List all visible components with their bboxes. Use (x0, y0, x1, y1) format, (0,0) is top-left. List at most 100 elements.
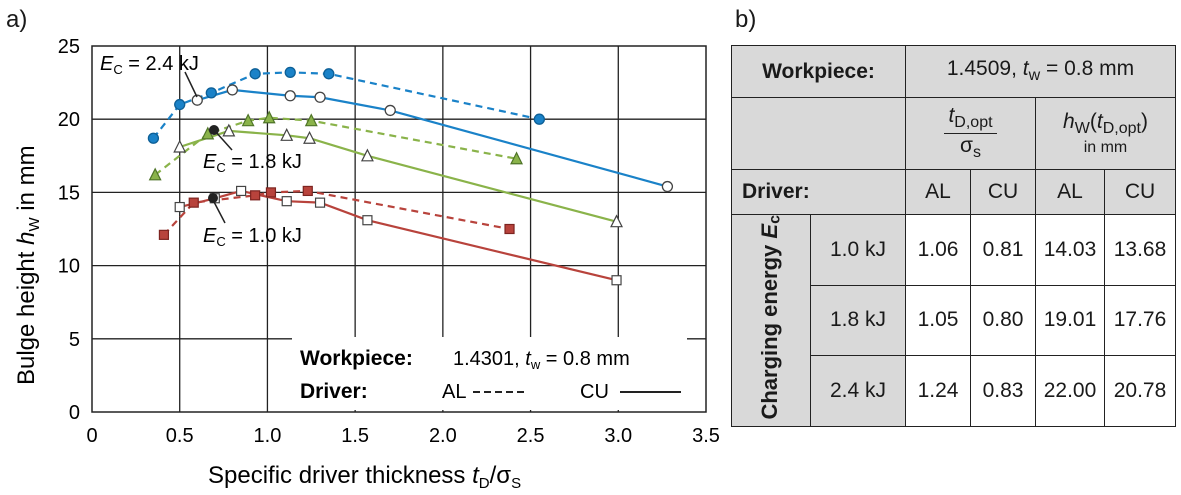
legend-driver-label: Driver: (300, 380, 368, 403)
table-cell: 22.00 (1035, 355, 1105, 427)
table-driver-col-al-1: AL (905, 169, 971, 215)
data-point (250, 190, 261, 201)
data-point (188, 197, 199, 208)
annotation-1-8kj-dot (209, 125, 219, 135)
data-point (174, 98, 186, 111)
table-energy-label: Charging energy Ec (731, 214, 811, 427)
plot-frame (91, 45, 707, 413)
x-tick-label: 2.5 (517, 425, 545, 447)
data-point (360, 148, 374, 162)
series-line-al-1-0-kJ (163, 189, 510, 236)
x-tick-label: 1.0 (254, 425, 282, 447)
x-tick-label: 1.5 (341, 425, 369, 447)
data-point (661, 180, 674, 193)
table-cell: 1.24 (905, 355, 971, 427)
x-tick-label: 0 (86, 425, 97, 447)
table-cell: 0.83 (970, 355, 1036, 427)
table-cell: 17.76 (1104, 284, 1176, 356)
chart-series-lines (152, 71, 668, 282)
legend-cu-label: CU (580, 381, 609, 403)
data-point (226, 84, 238, 96)
x-tick-label: 0.5 (166, 425, 194, 447)
data-point (304, 113, 318, 127)
annotation-1-8kj: EC = 1.8 kJ (203, 151, 302, 175)
table-cell: 1.06 (905, 214, 971, 286)
bulge-height-chart: 0 0.5 1.0 1.5 2.0 2.5 3.0 3.5 0 5 10 15 20 25 Workpie… (13, 36, 720, 492)
y-tick-label: 5 (69, 329, 80, 351)
table-driver-col-cu-1: CU (970, 169, 1036, 215)
data-point (302, 185, 313, 197)
table-workpiece-label: Workpiece: (731, 45, 906, 98)
table-workpiece-value: 1.4509, tw = 0.8 mm (905, 45, 1176, 98)
data-point (148, 167, 162, 181)
data-point (384, 104, 396, 117)
y-tick-label: 15 (58, 182, 80, 204)
y-tick-label: 20 (58, 109, 80, 131)
y-axis-label: Bulge height hW in mm (13, 145, 43, 385)
table-row-energy: 2.4 kJ (810, 355, 906, 427)
data-point (281, 196, 292, 207)
series-line-cu-1-8-kJ (179, 129, 617, 223)
annotation-1-0kj-dot (208, 193, 218, 203)
table-driver-col-al-2: AL (1035, 169, 1105, 215)
table-driver-label: Driver: (731, 169, 906, 215)
table-cell: 13.68 (1104, 214, 1176, 286)
data-point (611, 275, 622, 286)
data-point (262, 110, 276, 124)
panel-a-label: a) (6, 6, 28, 33)
data-point (147, 132, 160, 144)
annotation-1-8kj-leader (214, 130, 233, 151)
series-line-al-1-8-kJ (154, 116, 517, 176)
table-row-energy: 1.0 kJ (810, 214, 906, 286)
y-tick-label: 0 (69, 402, 80, 424)
data-point (610, 214, 624, 228)
x-tick-label: 2.0 (429, 425, 457, 447)
data-point (205, 87, 217, 99)
x-tick-label: 3.5 (692, 425, 720, 447)
legend-workpiece-label: Workpiece: (300, 347, 413, 370)
table-header-tdopt-ratio: tD,opt σs (905, 97, 1036, 170)
data-point (222, 123, 236, 137)
optimum-driver-table: Workpiece: 1.4509, tw = 0.8 mm tD,opt σs … (731, 45, 1176, 427)
data-point (362, 215, 373, 226)
table-row-energy: 1.8 kJ (810, 284, 906, 356)
y-tick-label: 25 (58, 36, 80, 58)
table-driver-col-cu-2: CU (1104, 169, 1176, 215)
data-point (323, 68, 335, 80)
table-cell: 0.80 (970, 284, 1036, 356)
data-point (284, 66, 296, 79)
chart-series-markers (147, 66, 674, 286)
chart-tick-labels: 0 0.5 1.0 1.5 2.0 2.5 3.0 3.5 0 5 10 15 20 25 (58, 36, 720, 447)
data-point (158, 229, 170, 240)
annotation-2-4kj: EC = 2.4 kJ (100, 53, 199, 77)
data-point (284, 90, 296, 102)
table-cell: 19.01 (1035, 284, 1105, 356)
data-point (249, 68, 261, 80)
y-tick-label: 10 (58, 256, 80, 278)
table-header-hw-at-tdopt: hW(tD,opt) in mm (1035, 97, 1176, 170)
data-point (314, 197, 326, 208)
table-cell: 0.81 (970, 214, 1036, 286)
table-cell: 20.78 (1104, 355, 1176, 427)
data-point (314, 91, 326, 103)
table-header-empty (731, 97, 906, 170)
table-cell: 1.05 (905, 284, 971, 356)
data-point (241, 113, 255, 127)
data-point (280, 127, 294, 141)
data-point (510, 151, 524, 165)
annotation-1-0kj-leader (212, 199, 226, 224)
panel-b-label: b) (735, 6, 757, 33)
series-line-cu-2-4-kJ (196, 88, 668, 188)
legend-workpiece-value: 1.4301, tw = 0.8 mm (453, 348, 630, 372)
data-point (174, 201, 185, 213)
legend-al-label: AL (442, 381, 466, 403)
data-point (236, 185, 247, 197)
data-point (303, 130, 317, 144)
annotation-2-4kj-leader (184, 71, 198, 98)
data-point (191, 94, 203, 106)
table-cell: 14.03 (1035, 214, 1105, 286)
data-point (265, 187, 277, 198)
annotation-1-0kj: EC = 1.0 kJ (203, 225, 302, 249)
data-point (533, 113, 545, 125)
x-tick-label: 3.0 (604, 425, 632, 447)
